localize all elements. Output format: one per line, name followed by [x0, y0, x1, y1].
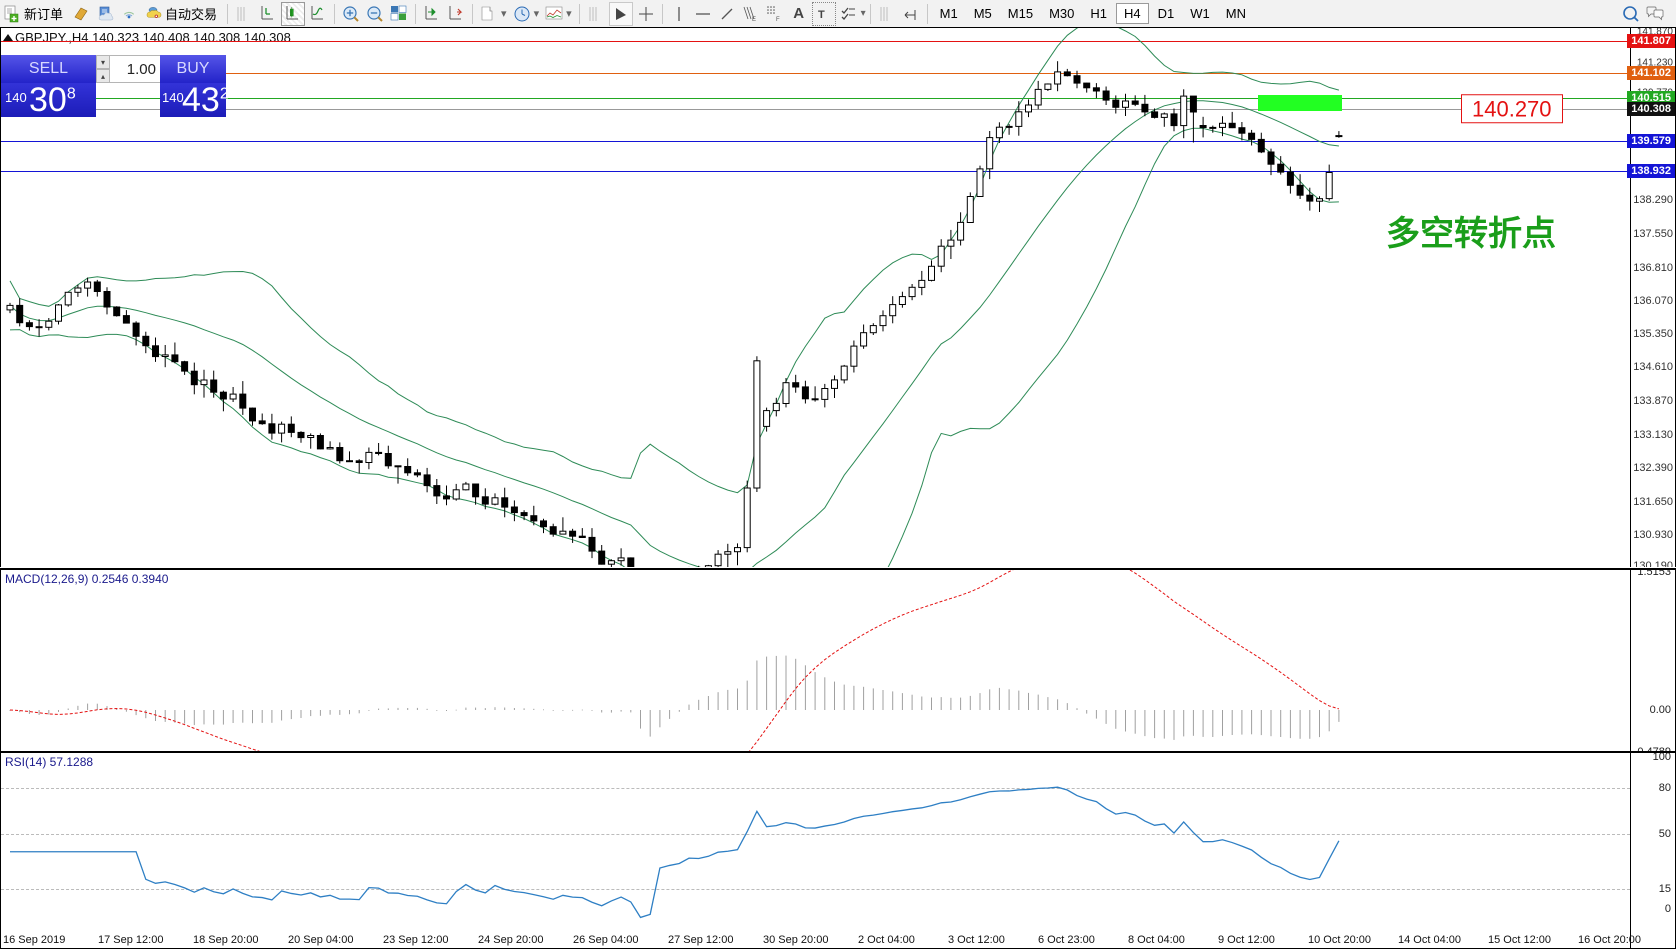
svg-text:T: T — [818, 9, 825, 21]
svg-text:F: F — [776, 17, 780, 23]
svg-text:E: E — [752, 17, 756, 23]
